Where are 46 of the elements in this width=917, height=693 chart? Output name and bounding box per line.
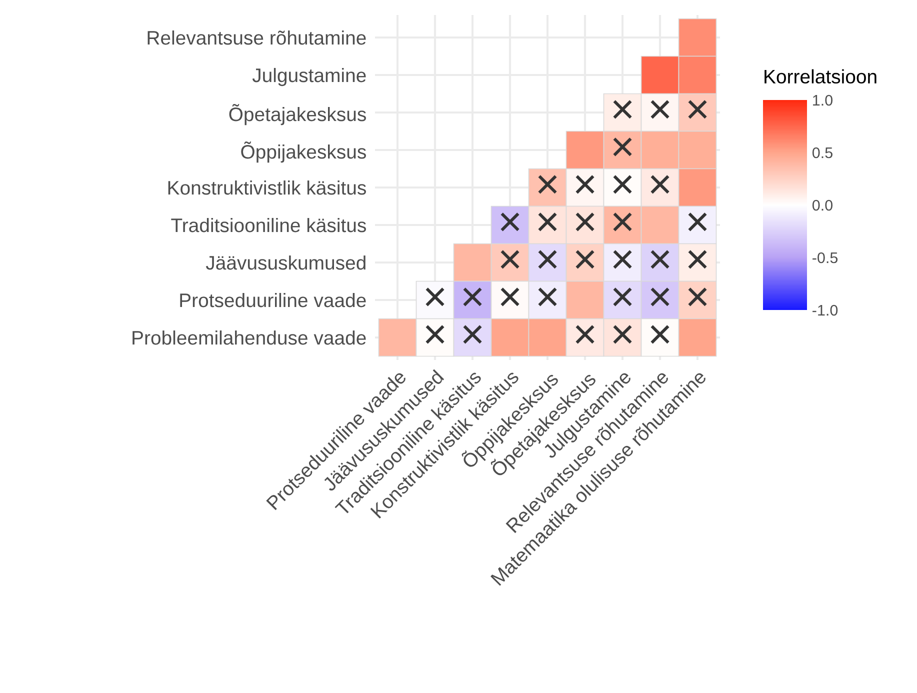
data-label: × <box>613 100 632 119</box>
color-bar-label: -0.5 <box>812 252 838 264</box>
y-tick-label: Õpetajakesksus <box>229 104 366 126</box>
y-tick-label: Õppijakesksus <box>241 141 366 163</box>
data-label: × <box>688 100 707 119</box>
data-label: × <box>426 325 444 344</box>
color-bar-label: -1.0 <box>812 304 838 316</box>
y-tick-label: Jäävususkumused <box>206 255 366 270</box>
y-tick-label: Relevantsuse rõhutamine <box>148 30 366 45</box>
y-tick-label: Konstruktivistlik käsitus <box>168 180 366 195</box>
color-bar-label: 0.0 <box>812 200 832 211</box>
y-tick-label: Julgustamine <box>252 68 366 86</box>
data-label: × <box>613 138 632 156</box>
data-label: × <box>613 250 632 269</box>
data-label: × <box>650 175 670 194</box>
data-label: × <box>538 250 557 269</box>
data-label: × <box>576 325 594 344</box>
data-label: × <box>576 250 594 269</box>
data-label: × <box>613 288 632 306</box>
data-label: × <box>463 325 482 344</box>
data-label: × <box>463 288 482 306</box>
data-label: × <box>650 100 670 119</box>
data-label: × <box>500 212 520 232</box>
color-bar-title: Korrelatsioon <box>764 69 876 84</box>
data-label: × <box>613 175 632 194</box>
data-label: × <box>576 212 594 232</box>
data-label: × <box>688 288 707 306</box>
data-label: × <box>613 212 632 232</box>
color-bar-label: 0.5 <box>812 147 832 158</box>
data-label: × <box>613 325 632 344</box>
data-label: × <box>650 288 670 306</box>
color-bar-label: 1.0 <box>813 94 832 106</box>
data-label: × <box>426 288 444 306</box>
data-label: × <box>538 175 557 194</box>
y-tick-label: Probleemilahenduse vaade <box>132 330 366 345</box>
data-label: × <box>650 250 670 269</box>
y-tick-label: Traditsiooniline käsitus <box>171 218 366 232</box>
data-label: × <box>688 250 707 269</box>
data-label: × <box>576 175 594 194</box>
data-label: × <box>500 250 520 269</box>
data-label: × <box>538 212 557 232</box>
data-label: × <box>688 212 707 232</box>
y-tick-label: Protseduuriline vaade <box>180 292 366 308</box>
data-label: × <box>650 325 670 344</box>
data-label: × <box>500 288 520 306</box>
data-label: × <box>538 288 557 306</box>
